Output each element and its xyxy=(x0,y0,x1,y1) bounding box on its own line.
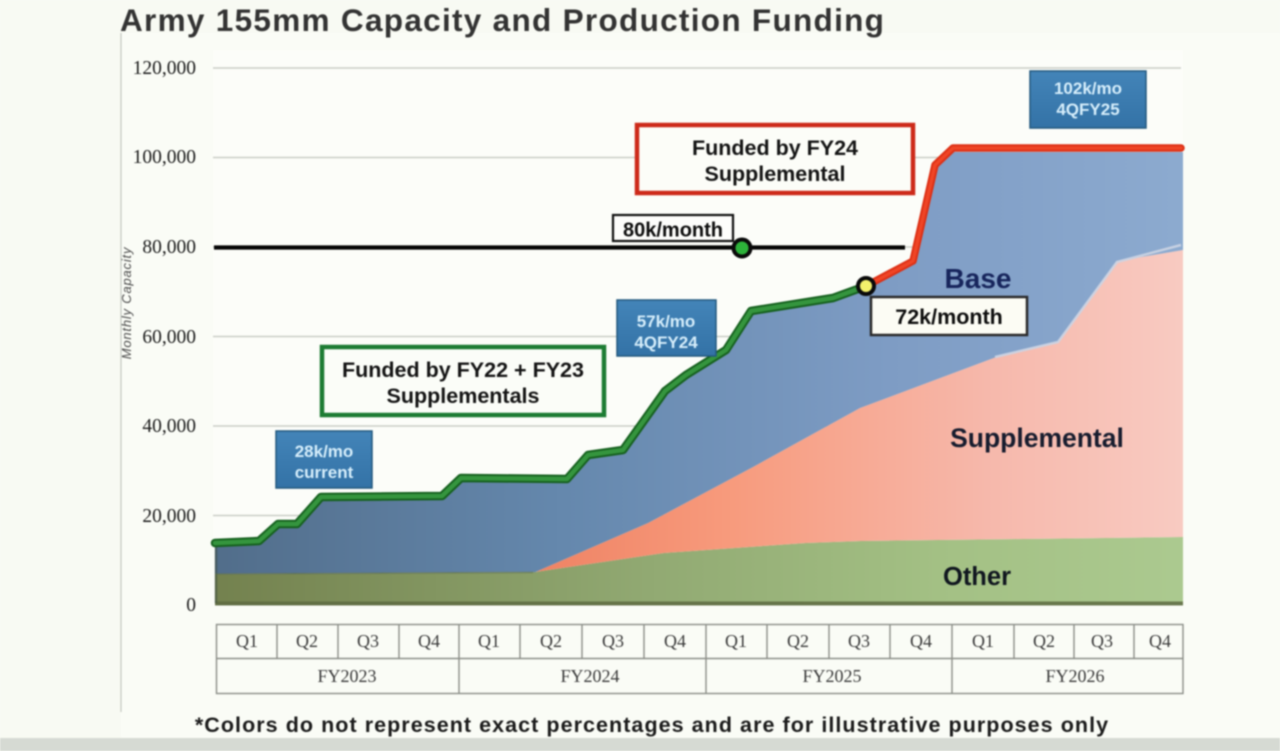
svg-text:0: 0 xyxy=(186,595,196,616)
svg-text:120,000: 120,000 xyxy=(133,58,196,79)
svg-text:Q3: Q3 xyxy=(848,631,870,651)
svg-text:Q4: Q4 xyxy=(910,631,932,651)
svg-text:Q1: Q1 xyxy=(478,631,500,651)
svg-text:Base: Base xyxy=(945,263,1012,294)
svg-text:Q2: Q2 xyxy=(1033,631,1055,651)
svg-text:Q3: Q3 xyxy=(602,631,624,651)
svg-text:100,000: 100,000 xyxy=(133,147,196,168)
svg-text:Funded by FY22 + FY23: Funded by FY22 + FY23 xyxy=(342,358,584,382)
svg-text:Army 155mm Capacity and Produc: Army 155mm Capacity and Production Fundi… xyxy=(120,2,885,38)
svg-text:Q1: Q1 xyxy=(236,631,258,651)
svg-text:Other: Other xyxy=(943,563,1011,591)
svg-text:102k/mo: 102k/mo xyxy=(1054,79,1122,98)
svg-text:Funded by FY24: Funded by FY24 xyxy=(692,136,858,160)
svg-text:FY2023: FY2023 xyxy=(317,666,376,686)
svg-text:28k/mo: 28k/mo xyxy=(295,442,354,461)
svg-text:Q2: Q2 xyxy=(296,631,318,651)
svg-text:4QFY25: 4QFY25 xyxy=(1056,100,1119,119)
svg-text:FY2026: FY2026 xyxy=(1045,666,1104,686)
svg-text:80k/month: 80k/month xyxy=(623,220,723,242)
svg-text:Q4: Q4 xyxy=(1149,631,1171,651)
svg-text:Supplemental: Supplemental xyxy=(950,423,1124,453)
svg-text:60,000: 60,000 xyxy=(142,327,196,348)
svg-text:72k/month: 72k/month xyxy=(895,305,1003,329)
svg-text:Supplemental: Supplemental xyxy=(705,162,846,186)
svg-text:Q4: Q4 xyxy=(664,631,686,651)
svg-text:20,000: 20,000 xyxy=(142,506,196,527)
svg-text:FY2024: FY2024 xyxy=(560,666,619,686)
svg-text:current: current xyxy=(295,463,354,482)
svg-text:Q3: Q3 xyxy=(357,631,379,651)
svg-text:Q3: Q3 xyxy=(1091,631,1113,651)
svg-text:57k/mo: 57k/mo xyxy=(637,312,696,331)
svg-text:Q1: Q1 xyxy=(972,631,994,651)
svg-text:4QFY24: 4QFY24 xyxy=(634,333,698,352)
svg-text:Q4: Q4 xyxy=(418,631,440,651)
svg-text:*Colors do not represent exact: *Colors do not represent exact percentag… xyxy=(195,713,1109,737)
svg-text:Q2: Q2 xyxy=(540,631,562,651)
svg-text:Supplementals: Supplementals xyxy=(387,384,540,408)
svg-text:Q2: Q2 xyxy=(787,631,809,651)
svg-text:Monthly Capacity: Monthly Capacity xyxy=(119,246,134,359)
svg-text:FY2025: FY2025 xyxy=(802,666,861,686)
svg-text:40,000: 40,000 xyxy=(142,416,196,437)
svg-text:80,000: 80,000 xyxy=(142,237,196,258)
svg-text:Q1: Q1 xyxy=(725,631,747,651)
